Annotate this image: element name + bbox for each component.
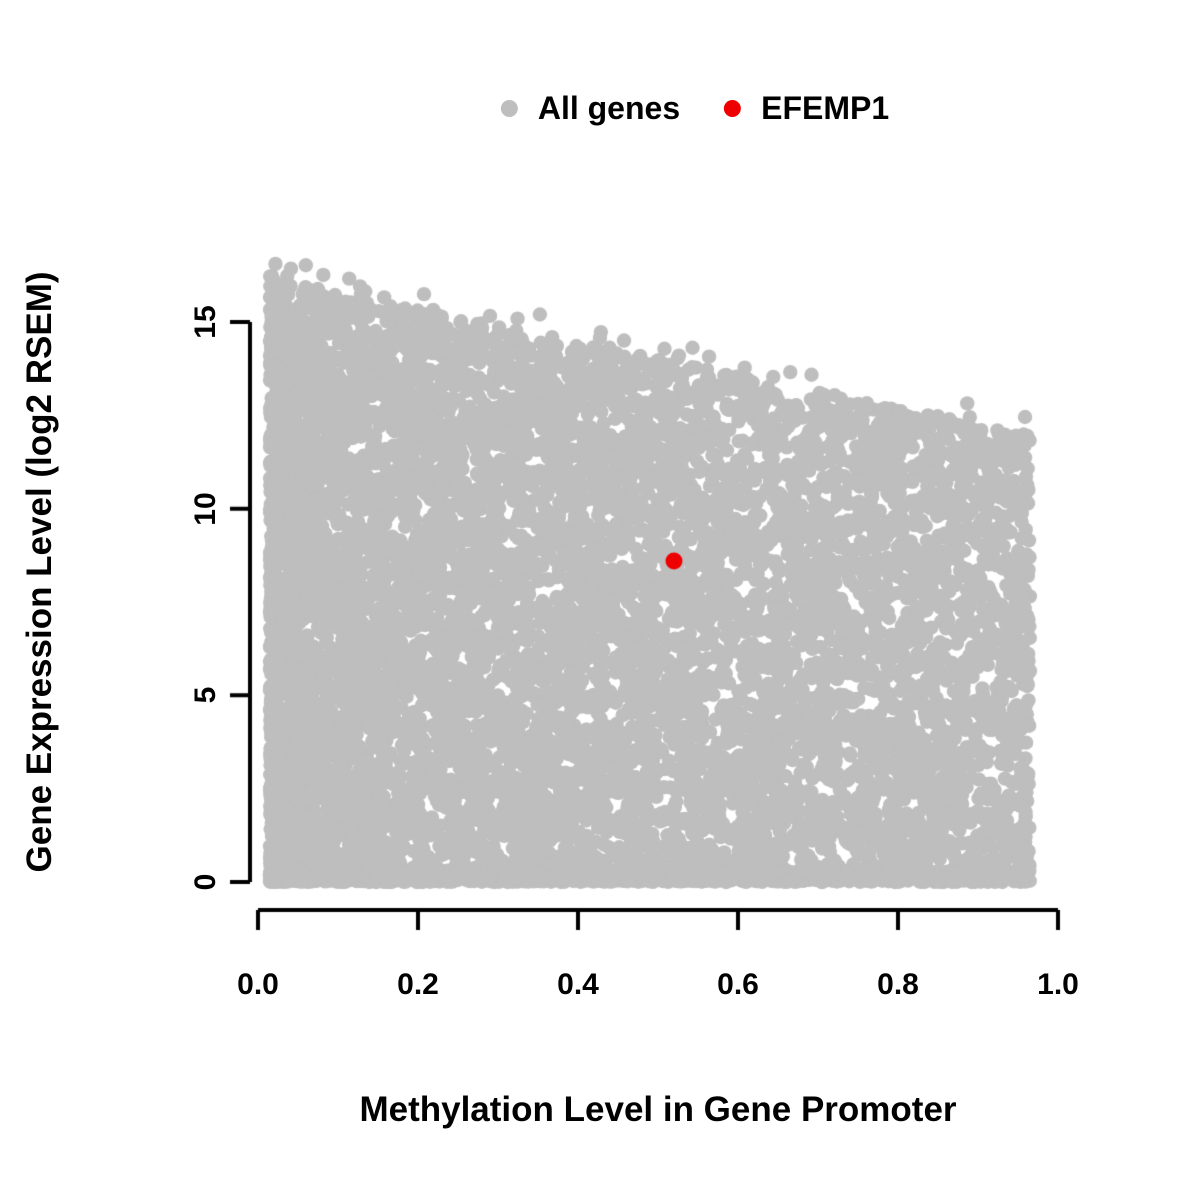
y-tick-label: 10 (189, 491, 222, 526)
y-tick-label: 0 (189, 873, 222, 891)
legend-dot-efemp1 (724, 100, 742, 117)
legend-label-efemp1: EFEMP1 (761, 90, 890, 126)
x-tick-label: 0.6 (717, 968, 759, 1001)
legend: All genes EFEMP1 (500, 90, 889, 127)
x-tick-label: 0.2 (397, 968, 439, 1001)
y-axis-label: Gene Expression Level (log2 RSEM) (20, 271, 59, 873)
legend-dot-all-genes (500, 100, 518, 117)
legend-item-all-genes: All genes (500, 90, 681, 127)
x-axis-label: Methylation Level in Gene Promoter (359, 1090, 957, 1129)
x-tick-label: 0.4 (557, 968, 599, 1001)
x-tick-label: 0.0 (237, 968, 279, 1001)
y-tick-label: 5 (189, 686, 222, 704)
legend-item-efemp1: EFEMP1 (724, 90, 889, 127)
legend-label-all-genes: All genes (537, 90, 681, 126)
x-tick-label: 0.8 (877, 968, 919, 1001)
y-tick-label: 15 (189, 305, 222, 339)
x-tick-label: 1.0 (1037, 968, 1079, 1001)
